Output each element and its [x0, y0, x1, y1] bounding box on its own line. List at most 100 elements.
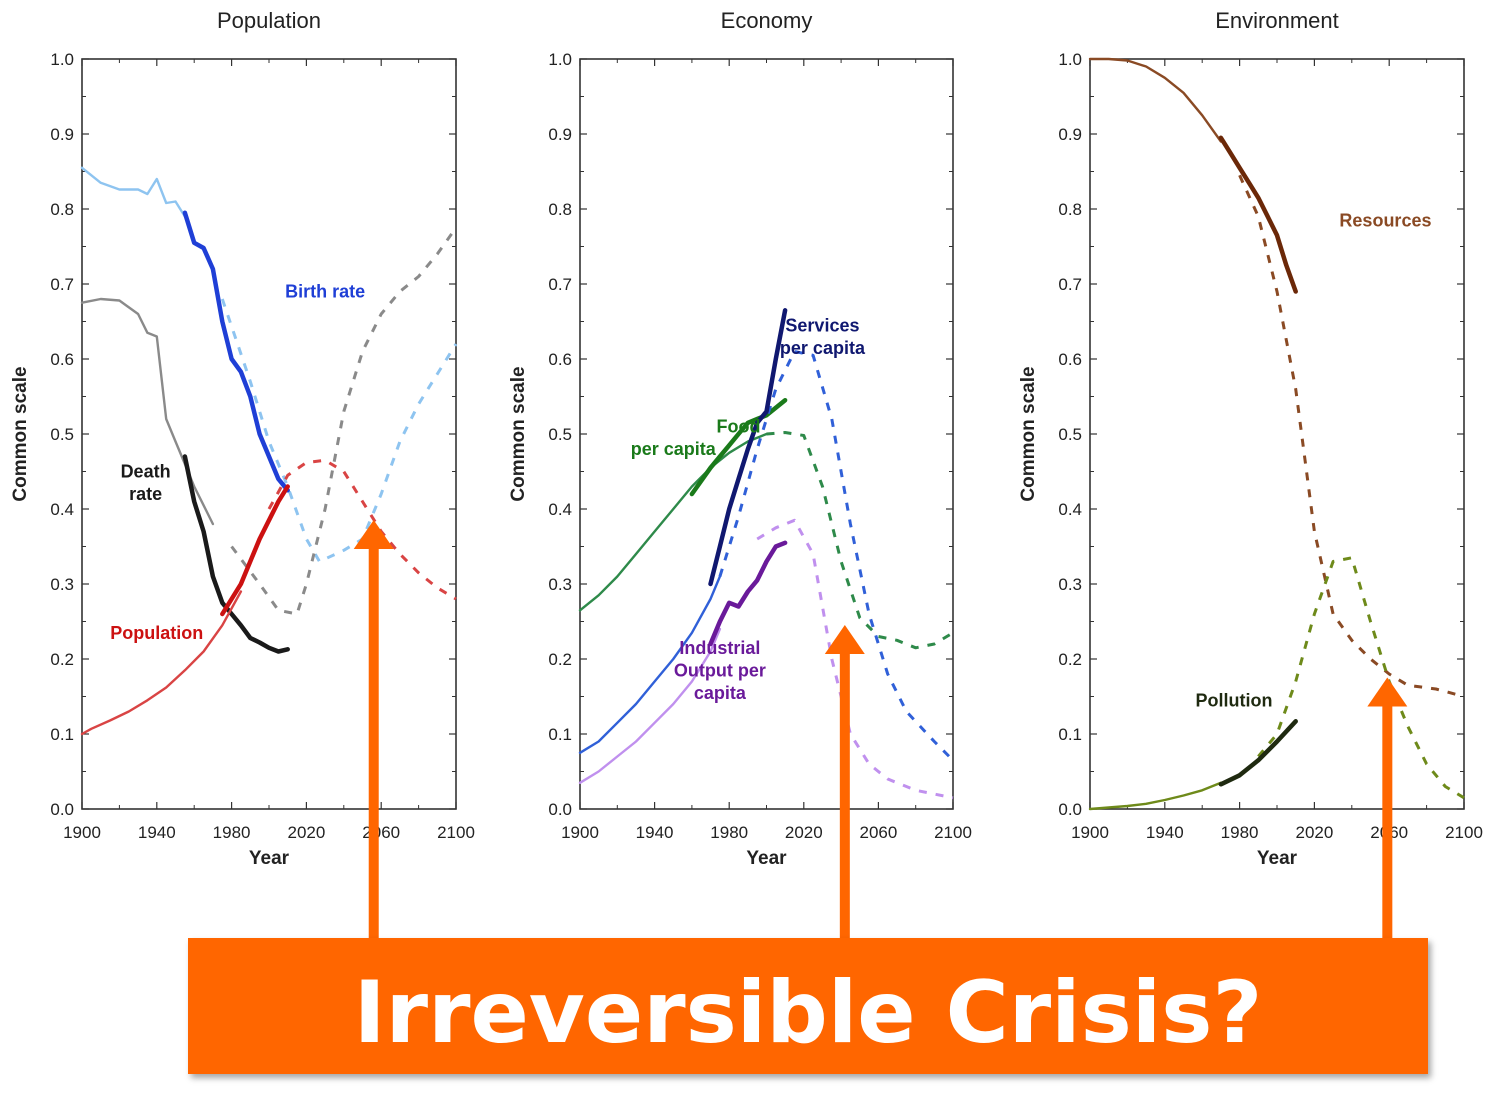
series-population-model [80, 590, 243, 736]
series-pollution-projection [1257, 556, 1465, 800]
series-services-per-capita-observed [708, 308, 788, 587]
y-tick-label: 0.9 [548, 125, 572, 144]
banner-text: Irreversible Crisis? [353, 963, 1263, 1063]
series-label: per capita [780, 338, 866, 358]
series-services-per-capita-projection [718, 350, 955, 762]
y-tick-label: 0.5 [1058, 425, 1082, 444]
x-tick-label: 1980 [710, 823, 748, 842]
series-label: Food [717, 417, 761, 437]
y-tick-label: 0.6 [50, 350, 74, 369]
series-pollution-observed [1218, 719, 1298, 787]
y-axis-label: Common scale [10, 366, 31, 501]
chart-title: Economy [721, 8, 813, 33]
y-axis-label: Common scale [1018, 366, 1039, 501]
x-tick-label: 2020 [1295, 823, 1333, 842]
y-tick-label: 0.9 [1058, 125, 1082, 144]
y-tick-label: 0.0 [1058, 800, 1082, 819]
x-tick-label: 1900 [561, 823, 599, 842]
series-food-per-capita-projection [766, 431, 954, 650]
x-tick-label: 2020 [785, 823, 823, 842]
series-label: Industrial [679, 638, 760, 658]
y-tick-label: 1.0 [548, 50, 572, 69]
series-food-per-capita-observed [689, 397, 788, 497]
plot-frame [81, 58, 457, 810]
x-tick-label: 2100 [934, 823, 972, 842]
x-tick-label: 1940 [1146, 823, 1184, 842]
series-label: rate [129, 484, 162, 504]
x-tick-label: 1940 [138, 823, 176, 842]
chart-title: Environment [1215, 8, 1339, 33]
crisis-arrow-shaft [1382, 703, 1393, 940]
series-label: Resources [1339, 210, 1431, 230]
series-industrial-output-per-capita-projection [756, 518, 954, 800]
y-tick-label: 0.3 [1058, 575, 1082, 594]
x-tick-label: 2060 [859, 823, 897, 842]
y-tick-label: 0.8 [50, 200, 74, 219]
y-tick-label: 0.6 [1058, 350, 1082, 369]
crisis-arrow-head [353, 520, 394, 549]
x-axis-label: Year [1257, 848, 1298, 869]
y-tick-label: 0.2 [50, 650, 74, 669]
x-tick-label: 1980 [1221, 823, 1259, 842]
series-industrial-output-per-capita-observed [708, 540, 788, 647]
y-tick-label: 0.0 [50, 800, 74, 819]
y-tick-label: 0.7 [1058, 275, 1082, 294]
y-tick-label: 0.2 [1058, 650, 1082, 669]
y-tick-label: 1.0 [1058, 50, 1082, 69]
y-tick-label: 0.1 [1058, 725, 1082, 744]
crisis-arrow-shaft [368, 546, 379, 940]
y-tick-label: 0.8 [548, 200, 572, 219]
x-tick-label: 2100 [437, 823, 475, 842]
series-death-rate-observed [182, 454, 290, 654]
y-tick-label: 0.1 [548, 725, 572, 744]
y-tick-label: 0.4 [50, 500, 74, 519]
series-birth-rate-projection [220, 298, 458, 563]
x-axis-label: Year [249, 848, 290, 869]
x-tick-label: 1980 [213, 823, 251, 842]
y-tick-label: 0.6 [548, 350, 572, 369]
x-tick-label: 1900 [63, 823, 101, 842]
y-tick-label: 0.4 [1058, 500, 1082, 519]
series-food-per-capita-model [578, 432, 768, 612]
x-tick-label: 1900 [1071, 823, 1109, 842]
y-tick-label: 0.8 [1058, 200, 1082, 219]
y-tick-label: 0.9 [50, 125, 74, 144]
series-label: Birth rate [285, 282, 365, 302]
series-birth-rate-observed [182, 210, 290, 493]
crisis-arrow-head [824, 625, 865, 654]
series-label: capita [694, 683, 747, 703]
series-services-per-capita-model [578, 575, 722, 754]
series-label: Pollution [1195, 690, 1272, 710]
plot-frame [1089, 58, 1465, 810]
series-pollution-model [1088, 781, 1223, 811]
series-label: per capita [631, 439, 717, 459]
x-tick-label: 2100 [1445, 823, 1483, 842]
series-death-rate-model [80, 297, 215, 526]
y-tick-label: 0.4 [548, 500, 572, 519]
series-label: Services [785, 315, 859, 335]
y-tick-label: 0.1 [50, 725, 74, 744]
panel-economy [578, 58, 955, 810]
y-axis-label: Common scale [508, 366, 529, 501]
x-tick-label: 2060 [362, 823, 400, 842]
y-tick-label: 0.2 [548, 650, 572, 669]
crisis-banner: Irreversible Crisis? [188, 938, 1428, 1074]
series-resources-projection [1238, 174, 1465, 698]
crisis-arrow-head [1367, 677, 1408, 707]
series-industrial-output-per-capita-model [578, 627, 722, 784]
x-tick-label: 2020 [287, 823, 325, 842]
series-population-projection [267, 458, 457, 601]
series-population-observed [220, 484, 290, 617]
crisis-arrow-shaft [839, 651, 850, 940]
series-death-rate-projection [230, 226, 458, 616]
series-label: Population [110, 623, 203, 643]
y-tick-label: 0.5 [50, 425, 74, 444]
panel-environment [1088, 57, 1465, 811]
y-tick-label: 0.7 [50, 275, 74, 294]
x-axis-label: Year [746, 848, 787, 869]
series-resources-model [1088, 57, 1223, 143]
y-tick-label: 0.7 [548, 275, 572, 294]
series-resources-observed [1218, 135, 1298, 294]
series-label: Output per [674, 660, 766, 680]
